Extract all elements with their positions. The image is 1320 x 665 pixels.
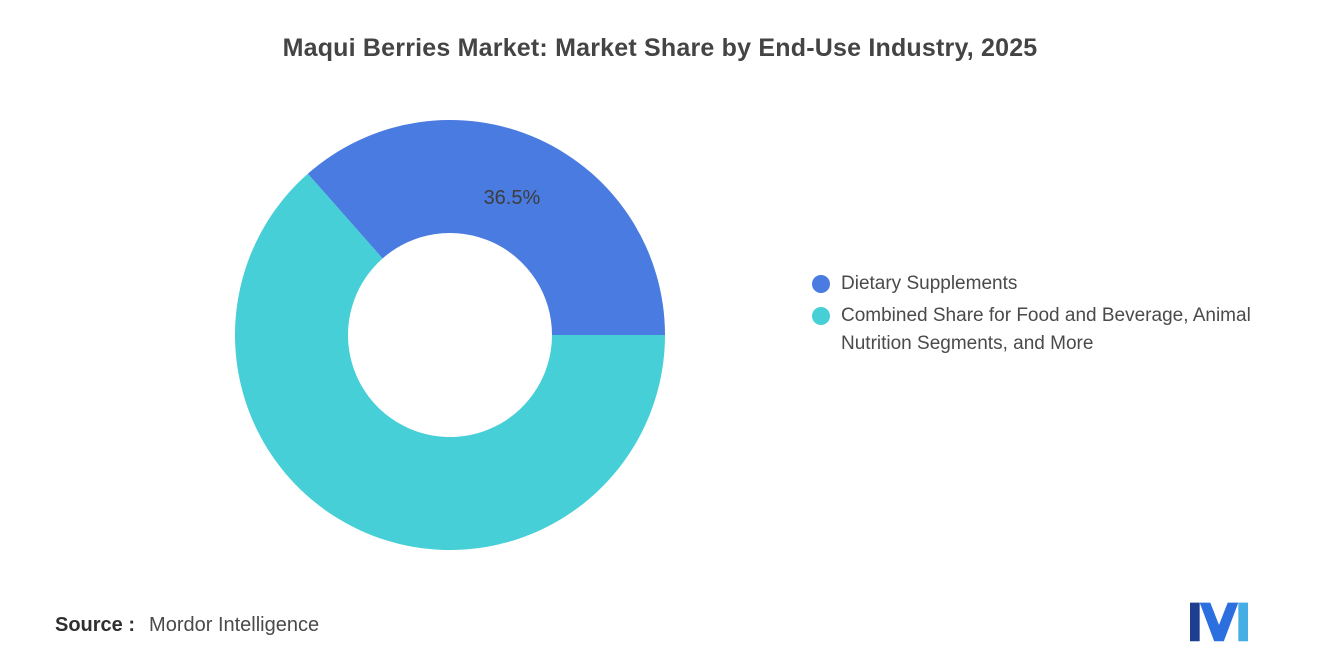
logo-right-bar [1238, 602, 1248, 642]
source-value: Mordor Intelligence [149, 614, 320, 636]
legend-item-combined-share-food-beverage-animal-nutrition: Combined Share for Food and Beverage, An… [812, 302, 1271, 358]
chart-title: Maqui Berries Market: Market Share by En… [282, 34, 1038, 62]
logo-middle-v [1199, 602, 1239, 642]
mordor-intelligence-logo [1190, 602, 1248, 642]
legend-label: Combined Share for Food and Beverage, An… [841, 305, 1251, 354]
donut-chart: 36.5% [234, 120, 665, 551]
legend-swatch [812, 275, 830, 293]
legend-swatch [812, 307, 830, 325]
slice-data-label: 36.5% [484, 187, 541, 209]
source-line: Source : Mordor Intelligence [55, 614, 319, 637]
legend: Dietary Supplements Combined Share for Fo… [812, 270, 1271, 358]
logo-left-bar [1190, 602, 1200, 642]
source-label: Source : [55, 614, 136, 636]
pie-slice-combined-share-food-beverage-animal-nutrition [234, 173, 665, 551]
legend-label: Dietary Supplements [841, 273, 1018, 294]
pie-slice-dietary-supplements [307, 120, 665, 335]
legend-item-dietary-supplements: Dietary Supplements [812, 270, 1271, 298]
